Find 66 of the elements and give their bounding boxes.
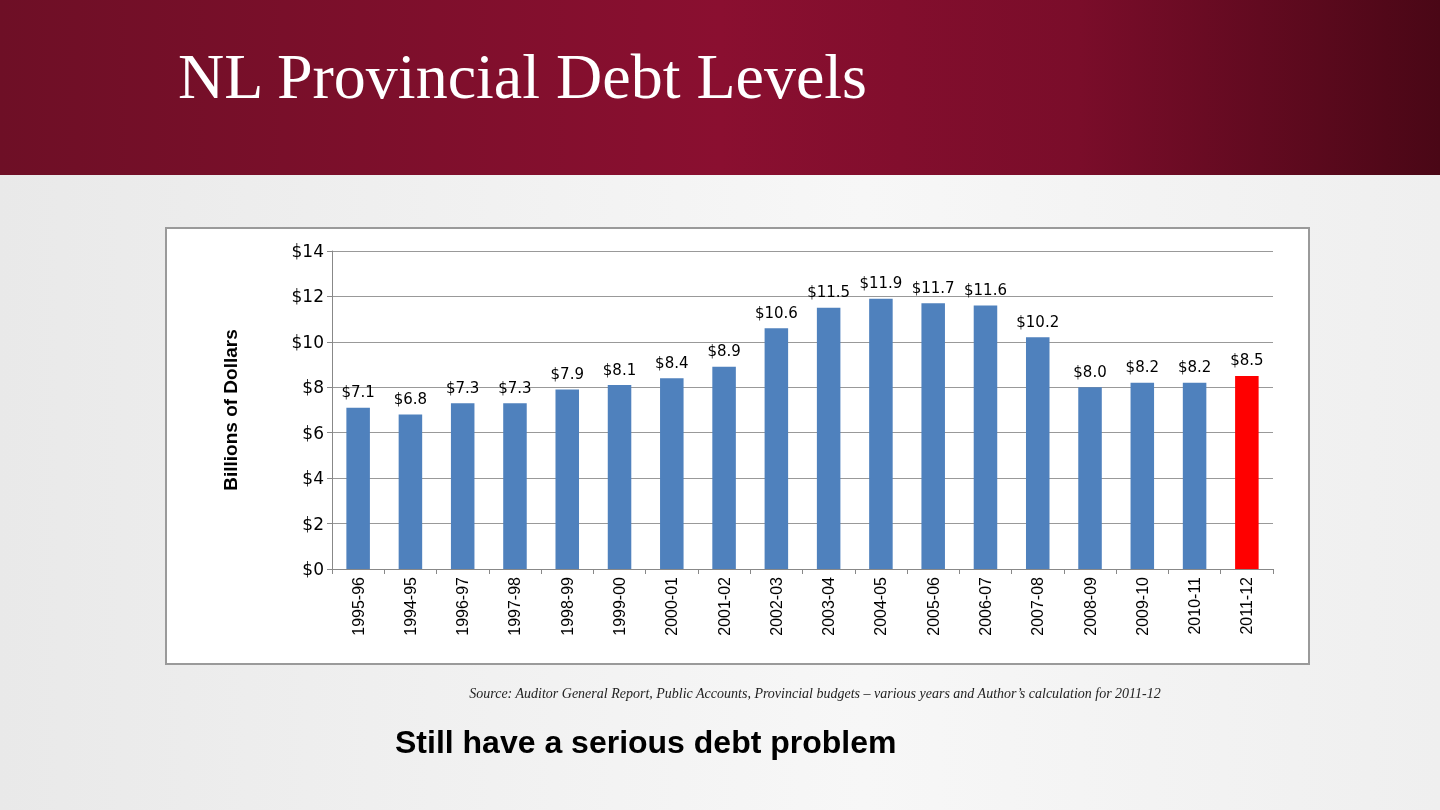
x-tick-label: 2001-02 — [715, 576, 733, 636]
data-label: $8.9 — [707, 342, 741, 361]
chart-title: NL Provincial Debt Levels — [178, 40, 867, 114]
y-tick-label: $12 — [291, 286, 324, 307]
bar — [660, 378, 684, 569]
y-axis-title: Billions of Dollars — [220, 329, 241, 491]
bar — [1078, 387, 1102, 569]
y-tick-label: $4 — [302, 468, 324, 489]
data-label: $8.5 — [1230, 351, 1264, 370]
data-label: $8.1 — [602, 360, 637, 379]
x-tick-label: 1999-00 — [611, 576, 629, 636]
data-label: $7.3 — [445, 378, 480, 397]
x-tick-label: 2006-07 — [976, 576, 994, 636]
x-tick-label: 2009-10 — [1133, 576, 1151, 636]
x-tick-label: 2003-04 — [820, 576, 838, 636]
data-label: $8.2 — [1125, 358, 1160, 377]
x-tick-label: 2002-03 — [767, 576, 785, 636]
data-label: $7.3 — [498, 378, 532, 397]
x-tick-label: 2004-05 — [872, 576, 890, 636]
y-tick-label: $8 — [302, 377, 324, 398]
bar — [450, 403, 475, 569]
x-tick-label: 2000-01 — [663, 576, 681, 636]
bar — [503, 403, 527, 569]
bar — [1025, 337, 1050, 569]
x-tick-label: 1996-97 — [454, 576, 472, 636]
data-label: $11.9 — [859, 274, 903, 293]
source-note: Source: Auditor General Report, Public Accounts, Provincial budgets – various years and Author’s calculation for 2011-12 — [468, 686, 1162, 702]
x-tick-label: 1998-99 — [558, 576, 576, 636]
y-tick-label: $0 — [302, 559, 324, 579]
bar — [607, 385, 632, 569]
y-tick-label: $6 — [302, 422, 324, 443]
bar — [1235, 375, 1259, 569]
data-label: $8.2 — [1177, 358, 1212, 377]
x-tick-label: 1995-96 — [349, 576, 367, 636]
y-tick-label: $2 — [302, 513, 324, 534]
data-label: $8.0 — [1073, 362, 1107, 381]
bar — [921, 303, 945, 569]
x-tick-label: 2007-08 — [1029, 576, 1047, 636]
y-tick-label: $10 — [291, 331, 324, 352]
bar — [346, 407, 370, 569]
x-tick-label: 2008-09 — [1081, 576, 1099, 636]
bar — [555, 389, 580, 569]
data-label: $6.8 — [393, 390, 428, 409]
data-label: $10.6 — [754, 303, 798, 322]
bar — [398, 414, 423, 569]
data-label: $7.1 — [341, 383, 375, 402]
bar — [869, 298, 893, 569]
x-tick-label: 2005-06 — [924, 576, 942, 636]
bar — [816, 307, 841, 569]
text: Still have a serious debt problem — [395, 724, 897, 761]
bar — [712, 366, 736, 569]
bar — [973, 305, 998, 569]
x-tick-label: 1994-95 — [401, 576, 419, 636]
data-label: $8.4 — [655, 353, 689, 372]
x-tick-label: 2010-11 — [1186, 576, 1204, 635]
data-label: $11.5 — [807, 283, 851, 302]
data-label: $10.2 — [1016, 312, 1060, 331]
data-label: $11.7 — [911, 278, 955, 297]
data-label: $11.6 — [964, 281, 1007, 300]
bar — [1130, 382, 1155, 569]
data-label: $7.9 — [550, 365, 584, 384]
bar — [1182, 382, 1207, 569]
bar — [764, 328, 789, 569]
x-tick-label: 2011-12 — [1238, 576, 1256, 635]
y-tick-label: $14 — [291, 241, 324, 261]
x-tick-label: 1997-98 — [506, 576, 524, 636]
